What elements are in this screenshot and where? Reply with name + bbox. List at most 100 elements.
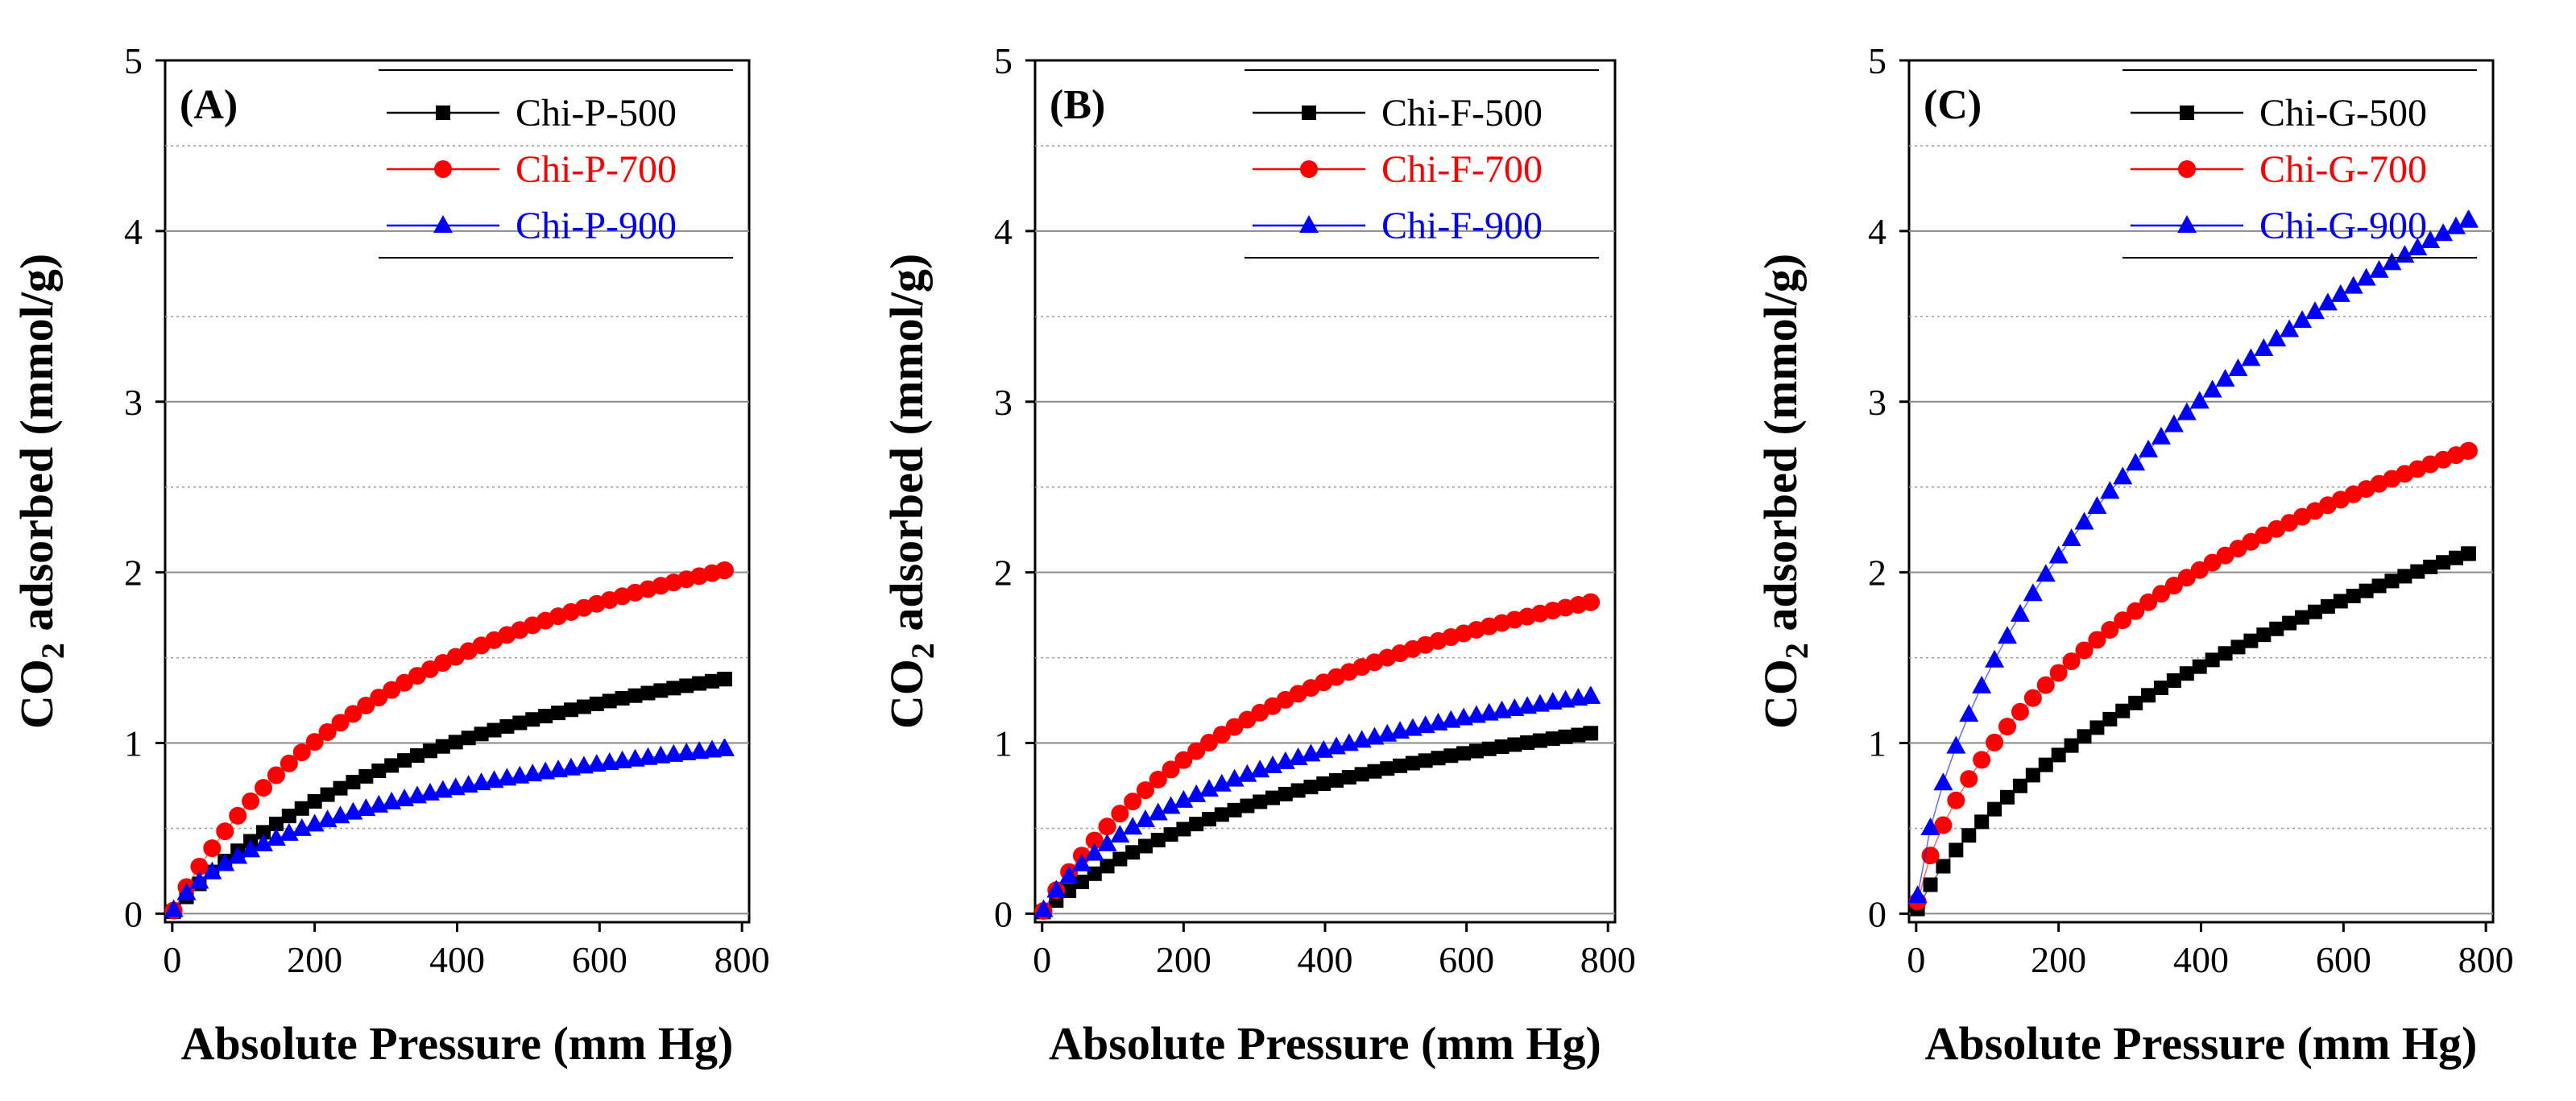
y-tick-label: 4 [1868, 211, 1886, 252]
data-point [2088, 631, 2106, 649]
data-point [615, 690, 630, 706]
data-point [448, 735, 463, 750]
data-point [653, 683, 669, 698]
data-point [1571, 727, 1586, 743]
data-point [2102, 711, 2118, 726]
data-point [2269, 621, 2284, 636]
data-point [1583, 726, 1598, 741]
data-point [627, 688, 643, 703]
data-point [176, 882, 197, 900]
data-point [2241, 348, 2261, 366]
data-point [499, 718, 515, 734]
data-point [2127, 602, 2145, 620]
data-point [164, 899, 184, 917]
legend-label: Chi-P-700 [516, 148, 677, 191]
data-point [474, 726, 489, 742]
data-point [189, 871, 209, 889]
data-point [2177, 569, 2196, 587]
series-Chi-F-500 [1036, 726, 1599, 920]
data-point [1084, 842, 1104, 861]
data-point [228, 846, 248, 864]
data-point [1202, 812, 1216, 827]
series-Chi-G-900 [1907, 209, 2479, 904]
legend-label: Chi-F-500 [1381, 92, 1543, 135]
y-tick-label: 5 [124, 40, 143, 81]
data-point [279, 822, 299, 841]
plot-frame [1907, 59, 2495, 924]
data-point [1934, 816, 1953, 834]
data-point [203, 839, 222, 858]
data-point [2446, 216, 2466, 234]
data-point [666, 681, 681, 696]
data-point [714, 738, 735, 756]
data-point [551, 706, 566, 721]
x-tick-label: 0 [1907, 939, 1925, 980]
data-point [307, 793, 322, 809]
y-tick-label: 1 [994, 723, 1013, 764]
x-tick-label: 400 [1298, 939, 1353, 980]
data-point [255, 779, 273, 797]
data-point [2010, 603, 2030, 622]
data-point [525, 712, 540, 727]
data-point [281, 809, 296, 824]
series-Chi-P-500 [166, 672, 732, 919]
data-point [1998, 718, 2017, 736]
data-point [1224, 768, 1245, 787]
data-point [1507, 737, 1522, 752]
y-tick-label: 3 [124, 382, 143, 423]
legend-label: Chi-F-700 [1381, 148, 1543, 191]
data-point [2410, 564, 2425, 579]
data-point [2205, 652, 2220, 668]
data-point [1494, 739, 1510, 755]
y-axis-title: CO2 adsorbed (mmol/g) [10, 254, 71, 729]
data-point [1174, 789, 1194, 808]
data-point [2139, 593, 2158, 611]
data-point [1137, 838, 1153, 854]
data-point [1920, 817, 1940, 835]
data-point [2100, 481, 2120, 499]
data-point [2449, 550, 2464, 565]
data-point [1405, 755, 1420, 771]
data-point [2012, 778, 2027, 793]
y-axis-title: CO2 adsorbed (mmol/g) [1754, 254, 1815, 729]
data-point [2382, 252, 2402, 271]
data-point [1033, 899, 1054, 917]
data-point [292, 743, 311, 762]
data-point [2141, 688, 2156, 703]
data-point [2048, 545, 2069, 564]
data-point [229, 806, 247, 825]
data-point [2126, 453, 2146, 471]
data-point [320, 787, 335, 802]
data-point [2023, 689, 2042, 707]
data-point [2228, 358, 2248, 376]
data-point [256, 825, 271, 840]
x-tick-label: 200 [2031, 939, 2086, 980]
panel-label: (C) [1924, 82, 1982, 128]
x-tick-label: 800 [1580, 939, 1636, 980]
data-point [2282, 615, 2297, 631]
data-point [422, 743, 437, 759]
data-point [2254, 338, 2274, 357]
data-point [1200, 734, 1218, 752]
data-point [242, 792, 260, 810]
legend-marker [2177, 215, 2197, 233]
data-point [679, 678, 694, 693]
data-point [2397, 569, 2412, 584]
data-point [1580, 685, 1601, 704]
data-point [2190, 561, 2209, 579]
data-point [1290, 783, 1306, 798]
y-tick-label: 2 [994, 553, 1013, 594]
data-point [1959, 704, 1979, 722]
data-point [1187, 784, 1207, 802]
data-point [2243, 633, 2259, 648]
data-point [1481, 741, 1497, 756]
data-point [215, 853, 235, 871]
data-point [2101, 621, 2119, 639]
data-point [1998, 626, 2018, 644]
data-point [1097, 833, 1117, 851]
data-point [461, 731, 476, 746]
y-tick-label: 1 [124, 723, 143, 764]
x-tick-label: 600 [572, 939, 627, 980]
legend-label: Chi-P-500 [516, 92, 677, 135]
